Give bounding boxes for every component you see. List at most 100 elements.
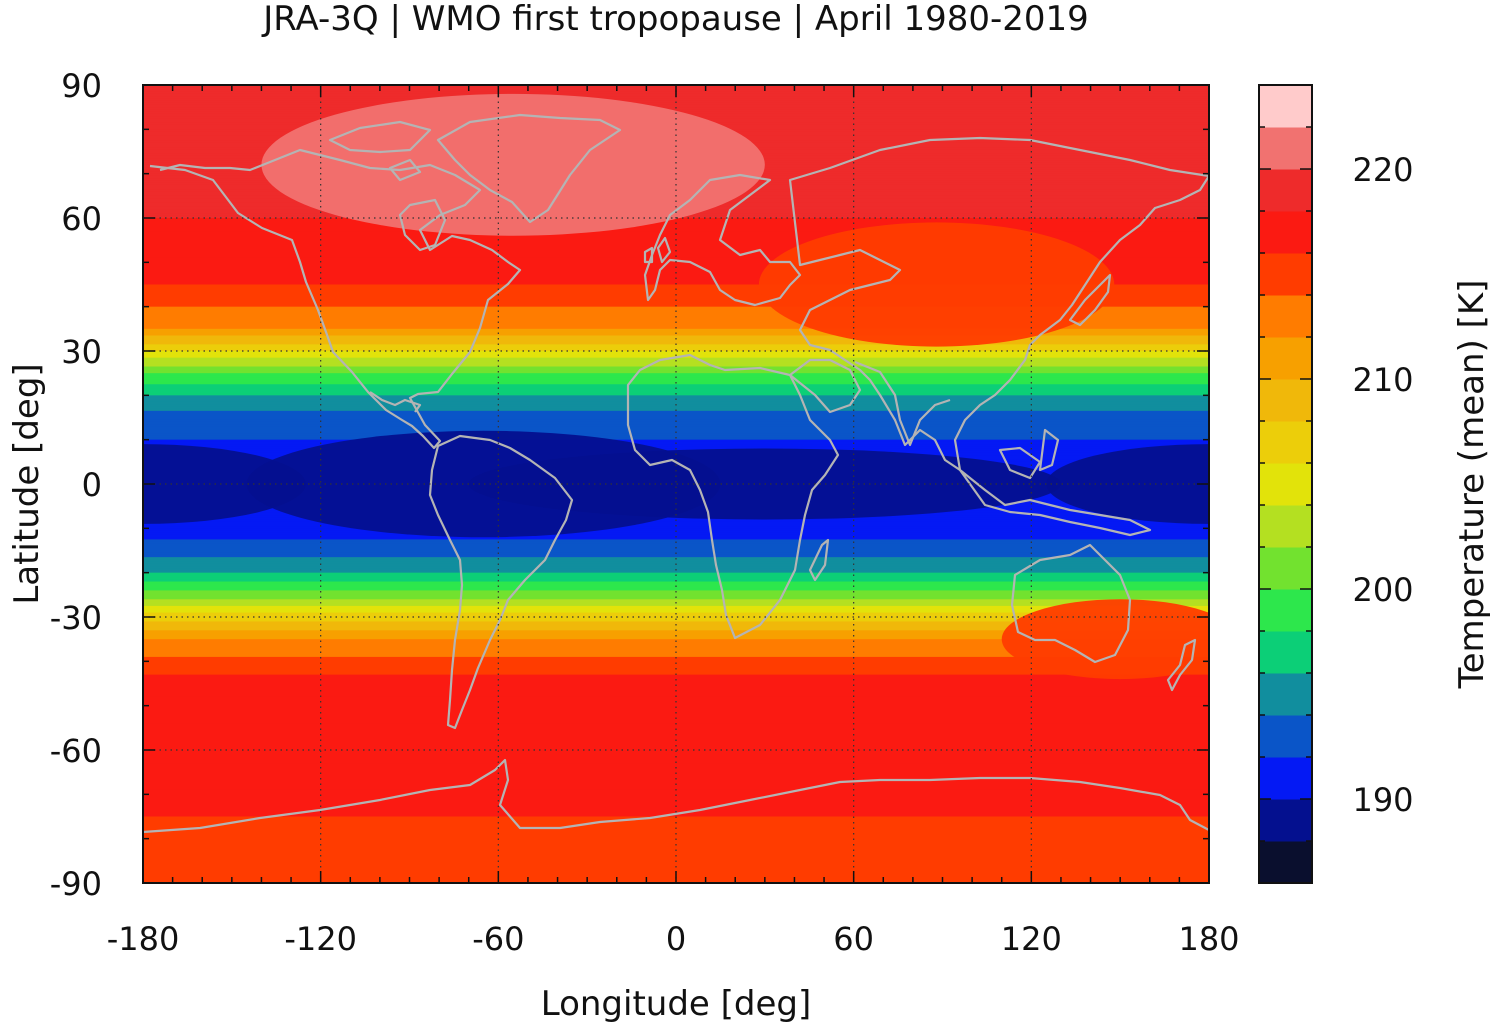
temperature-band [143, 863, 1209, 866]
temperature-band [143, 246, 1209, 250]
temperature-band [143, 421, 1209, 425]
colorbar-tick-label: 210 [1352, 361, 1413, 399]
temperature-band [143, 687, 1209, 691]
temperature-band [143, 373, 1209, 376]
colorbar-swatch [1259, 799, 1312, 842]
temperature-band [143, 554, 1209, 558]
temperature-band [143, 570, 1209, 574]
x-axis-tick-labels: -180 -120 -60 0 60 120 180 [107, 920, 1240, 958]
temperature-band [143, 625, 1209, 629]
map-gridlines [143, 85, 1209, 883]
temperature-band [143, 235, 1209, 239]
temperature-band [143, 758, 1209, 762]
colorbar-swatch [1259, 631, 1312, 674]
temperature-band [143, 317, 1209, 321]
temperature-band [143, 692, 1209, 696]
temperature-band [143, 641, 1209, 645]
temperature-band [143, 415, 1209, 419]
temperature-band [143, 377, 1209, 381]
temperature-band [143, 291, 1209, 294]
temperature-band [143, 244, 1209, 248]
temperature-band [143, 725, 1209, 729]
temperature-band [143, 699, 1209, 702]
temperature-band [143, 253, 1209, 257]
coast-arabia [788, 358, 862, 414]
temperature-band [143, 643, 1209, 647]
temperature-band [143, 322, 1209, 325]
temperature-band [143, 548, 1209, 552]
temperature-band [143, 346, 1209, 350]
temperature-band [143, 654, 1209, 658]
temperature-band [143, 605, 1209, 609]
temperature-band [143, 297, 1209, 301]
temperature-band [143, 610, 1209, 614]
temperature-band [143, 774, 1209, 778]
temperature-band [143, 825, 1209, 829]
temperature-band [143, 302, 1209, 306]
temperature-band [143, 107, 1209, 110]
temperature-band [143, 756, 1209, 760]
temperature-band [143, 264, 1209, 268]
temperature-band [143, 390, 1209, 394]
coast-asia [788, 136, 1209, 472]
coast-madagascar [808, 538, 830, 582]
temperature-band [143, 395, 1209, 399]
map-plot-area [142, 84, 1210, 884]
temperature-band [143, 266, 1209, 270]
temperature-band [143, 807, 1209, 811]
temperature-band [143, 847, 1209, 851]
temperature-band [143, 401, 1209, 405]
temperature-band [143, 231, 1209, 235]
temperature-band [143, 242, 1209, 246]
temperature-band [143, 707, 1209, 711]
temperature-band [143, 437, 1209, 441]
temperature-band [143, 104, 1209, 108]
temperature-band [143, 765, 1209, 769]
temperature-band [143, 619, 1209, 623]
temperature-band [143, 712, 1209, 716]
temperature-band [143, 743, 1209, 747]
temperature-band [143, 803, 1209, 807]
temperature-band [143, 344, 1209, 348]
coast-india [854, 360, 951, 447]
temperature-band [143, 257, 1209, 261]
colorbar-swatch [1259, 589, 1312, 632]
y-axis-tick-labels: 90 60 30 0 -30 -60 -90 [50, 67, 102, 903]
temperature-band [143, 814, 1209, 818]
temperature-band [143, 636, 1209, 640]
temperature-band [143, 218, 1209, 221]
temperature-band [143, 800, 1209, 804]
temperature-band [143, 311, 1209, 314]
temperature-band [143, 577, 1209, 580]
temperature-band [143, 537, 1209, 541]
y-tick-label: 60 [61, 200, 102, 238]
x-tick-label: -60 [472, 920, 524, 958]
temperature-band [143, 752, 1209, 756]
temperature-band [143, 741, 1209, 744]
temperature-band [143, 721, 1209, 724]
coast-new-zealand [1166, 638, 1197, 692]
y-tick-label: -60 [50, 732, 102, 770]
colorbar-swatch [1259, 715, 1312, 758]
temperature-band [143, 388, 1209, 392]
coast-antarctica [143, 758, 1209, 834]
x-tick-label: 120 [1001, 920, 1062, 958]
temperature-band [143, 404, 1209, 408]
temperature-band [143, 856, 1209, 860]
y-tick-label: -30 [50, 599, 102, 637]
coast-japan [1068, 273, 1112, 327]
temperature-band [143, 617, 1209, 620]
y-axis-label: Latitude [deg] [7, 363, 47, 604]
temperature-band [143, 273, 1209, 277]
temperature-band [143, 541, 1209, 545]
temperature-band [143, 599, 1209, 603]
y-tick-label: 0 [82, 466, 102, 504]
temperature-band [143, 368, 1209, 372]
temperature-band [143, 521, 1209, 525]
temperature-band [143, 379, 1209, 383]
temperature-band [143, 262, 1209, 266]
temperature-band [143, 563, 1209, 567]
temperature-band [143, 399, 1209, 403]
colorbar-swatch [1259, 757, 1312, 800]
temperature-band [143, 444, 1209, 447]
